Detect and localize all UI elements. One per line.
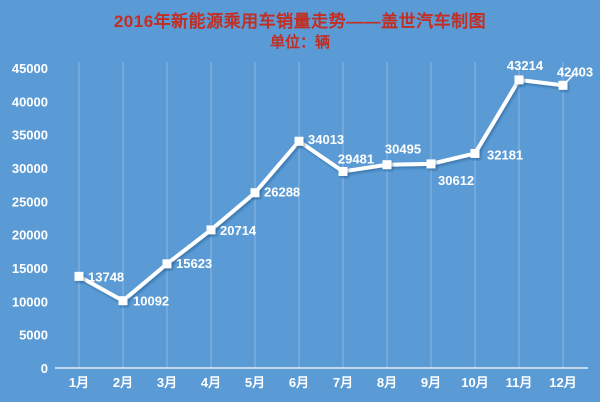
x-axis-tick-label: 3月: [157, 375, 177, 390]
data-point-marker: [74, 271, 84, 281]
y-axis-tick-label: 40000: [12, 94, 48, 109]
x-axis-tick-label: 4月: [201, 375, 221, 390]
data-point-marker: [558, 80, 568, 90]
data-point-label: 30612: [438, 173, 474, 188]
y-axis-tick-label: 15000: [12, 261, 48, 276]
value-labels-group: 13748 10092 15623 20714 26288 34013 29481 30495…: [88, 58, 593, 309]
x-axis-tick-label: 10月: [461, 375, 488, 390]
x-axis-tick-label: 2月: [113, 375, 133, 390]
data-point-label: 29481: [338, 151, 374, 166]
data-point-marker: [162, 259, 172, 269]
chart-title: 2016年新能源乘用车销量走势——盖世汽车制图: [113, 12, 487, 31]
y-axis-tick-label: 10000: [12, 294, 48, 309]
y-axis-tick-label: 20000: [12, 228, 48, 243]
data-point-marker: [294, 136, 304, 146]
data-point-marker: [470, 148, 480, 158]
chart-subtitle: 单位：辆: [269, 34, 330, 51]
axes-group: 0 5000 10000 15000 20000 25000 30000 35000 40000…: [12, 61, 588, 390]
x-axis-tick-label: 8月: [377, 375, 397, 390]
data-point-marker: [382, 160, 392, 170]
x-axis-tick-label: 9月: [421, 375, 441, 390]
y-axis-tick-label: 45000: [12, 61, 48, 76]
series-group: [74, 73, 575, 306]
sales-line: [77, 77, 565, 303]
data-point-label: 30495: [385, 142, 421, 157]
x-axis-tick-label: 7月: [333, 375, 353, 390]
x-axis-tick-label: 11月: [506, 375, 533, 390]
y-axis-tick-label: 30000: [12, 161, 48, 176]
x-axis-tick-label: 5月: [245, 375, 265, 390]
data-point-marker: [206, 225, 216, 235]
y-axis-tick-label: 25000: [12, 194, 48, 209]
data-point-marker: [338, 166, 348, 176]
data-point-label: 32181: [487, 147, 523, 162]
data-point-label: 43214: [507, 58, 544, 73]
data-point-label: 10092: [133, 294, 169, 309]
x-axis-tick-label: 6月: [289, 375, 309, 390]
data-point-label: 15623: [176, 256, 212, 271]
data-point-label: 34013: [308, 132, 344, 147]
x-axis-tick-label: 12月: [549, 375, 576, 390]
data-point-label: 20714: [220, 223, 257, 238]
data-point-marker: [118, 296, 128, 306]
data-point-marker: [250, 188, 260, 198]
data-point-label: 13748: [88, 269, 124, 284]
y-axis-tick-label: 5000: [19, 328, 48, 343]
y-axis-tick-label: 35000: [12, 128, 48, 143]
data-point-marker: [514, 75, 524, 85]
data-point-label: 42403: [557, 64, 593, 79]
data-point-marker: [426, 159, 436, 169]
y-axis-tick-label: 0: [41, 361, 48, 376]
gridlines-group: [78, 62, 564, 368]
data-point-label: 26288: [264, 185, 300, 200]
x-axis-tick-label: 1月: [69, 375, 89, 390]
